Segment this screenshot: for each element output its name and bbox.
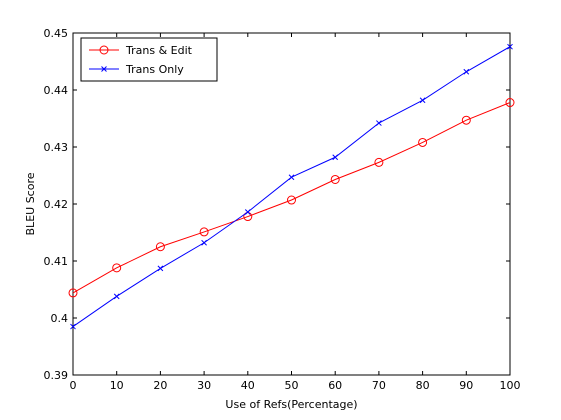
x-axis-label: Use of Refs(Percentage) <box>225 398 357 411</box>
x-marker-stroke <box>332 154 339 161</box>
data-point <box>112 263 122 273</box>
legend-label: Trans & Edit <box>125 44 193 57</box>
x-tick-label: 10 <box>110 379 124 392</box>
data-point <box>461 115 471 125</box>
x-marker-stroke <box>376 120 382 126</box>
x-marker-stroke <box>70 323 76 330</box>
data-point <box>374 157 384 167</box>
x-marker-stroke <box>201 239 207 246</box>
x-tick-label: 70 <box>372 379 386 392</box>
x-marker-stroke <box>101 66 107 72</box>
axis-ticks: 0 10 20 30 40 50 60 70 80 90 100 0.39 0.4 0.41 0.42 0.4… <box>44 27 521 392</box>
data-point <box>70 323 76 330</box>
series-line <box>72 102 511 294</box>
data-point <box>113 293 120 300</box>
x-tick-label: 20 <box>153 379 167 392</box>
y-tick-label: 0.41 <box>44 255 69 268</box>
data-point <box>201 239 207 246</box>
data-point <box>505 98 515 108</box>
y-tick-label: 0.39 <box>44 369 69 382</box>
data-point <box>155 242 165 252</box>
y-tick-label: 0.43 <box>44 141 69 154</box>
data-point <box>376 120 382 126</box>
series-group <box>68 43 515 330</box>
x-tick-label: 40 <box>241 379 255 392</box>
y-axis-label: BLEU Score <box>24 172 37 235</box>
data-point <box>330 174 340 184</box>
x-tick-label: 100 <box>500 379 521 392</box>
legend-box <box>80 37 218 82</box>
series-trans-and-edit <box>68 98 515 298</box>
x-tick-label: 90 <box>459 379 473 392</box>
x-marker-stroke <box>244 209 251 215</box>
x-marker-stroke <box>419 97 426 104</box>
data-point <box>199 227 209 237</box>
y-tick-label: 0.4 <box>51 312 69 325</box>
legend-label: Trans Only <box>125 63 184 76</box>
x-marker-stroke <box>507 43 513 50</box>
data-point <box>157 265 164 272</box>
x-tick-label: 50 <box>285 379 299 392</box>
series-trans-only <box>70 43 513 330</box>
data-point <box>287 195 296 205</box>
data-point <box>332 154 339 161</box>
x-tick-label: 30 <box>197 379 211 392</box>
x-tick-label: 0 <box>70 379 77 392</box>
legend-entry: Trans & Edit <box>89 44 193 57</box>
x-tick-label: 80 <box>416 379 430 392</box>
data-point <box>507 43 513 50</box>
y-tick-label: 0.45 <box>44 27 69 40</box>
y-tick-label: 0.44 <box>44 84 69 97</box>
data-point <box>419 97 426 104</box>
x-marker-stroke <box>463 68 470 75</box>
data-point <box>463 68 470 75</box>
x-tick-label: 60 <box>328 379 342 392</box>
x-marker-stroke <box>157 265 164 272</box>
legend-marker <box>99 45 109 55</box>
data-point <box>418 137 428 147</box>
x-marker-stroke <box>113 293 120 300</box>
legend-marker <box>101 66 107 72</box>
x-marker-stroke <box>288 174 295 181</box>
legend: Trans & Edit Trans Only <box>80 37 218 82</box>
data-point <box>244 209 251 215</box>
data-point <box>68 288 78 298</box>
legend-entry: Trans Only <box>89 63 184 76</box>
y-tick-label: 0.42 <box>44 198 69 211</box>
data-point <box>288 174 295 181</box>
